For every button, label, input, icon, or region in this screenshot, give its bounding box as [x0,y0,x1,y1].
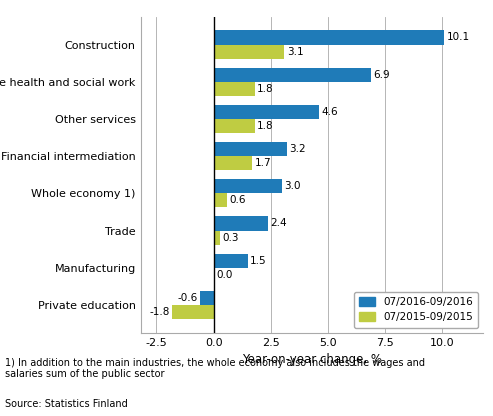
Text: Source: Statistics Finland: Source: Statistics Finland [5,399,128,409]
Bar [213,216,268,230]
Text: 1) In addition to the main industries, the whole economy also includes the wages: 1) In addition to the main industries, t… [5,358,425,379]
Bar [213,82,255,96]
Text: 1.8: 1.8 [257,84,274,94]
Text: 3.0: 3.0 [284,181,301,191]
Text: 0.6: 0.6 [230,196,246,206]
Text: 3.2: 3.2 [289,144,306,154]
Bar [213,119,255,133]
Bar [213,230,220,245]
Legend: 07/2016-09/2016, 07/2015-09/2015: 07/2016-09/2016, 07/2015-09/2015 [354,292,478,327]
Bar [200,291,213,305]
Text: 1.7: 1.7 [255,158,271,168]
Text: 2.4: 2.4 [271,218,287,228]
Bar [213,156,252,170]
Text: 1.5: 1.5 [250,256,267,266]
Text: 1.8: 1.8 [257,121,274,131]
Text: 3.1: 3.1 [287,47,303,57]
Bar [213,30,444,45]
Text: 0.3: 0.3 [223,233,239,243]
Bar [213,193,227,208]
Bar [173,305,213,319]
Text: -0.6: -0.6 [177,293,198,303]
Text: 4.6: 4.6 [321,107,338,117]
Bar [213,105,318,119]
Text: 10.1: 10.1 [447,32,470,42]
X-axis label: Year-on-year change, %: Year-on-year change, % [242,353,382,366]
Text: 6.9: 6.9 [374,69,390,80]
Text: 0.0: 0.0 [216,270,232,280]
Text: -1.8: -1.8 [150,307,170,317]
Bar [213,142,287,156]
Bar [213,67,371,82]
Bar [213,254,248,268]
Bar [213,45,284,59]
Bar [213,179,282,193]
